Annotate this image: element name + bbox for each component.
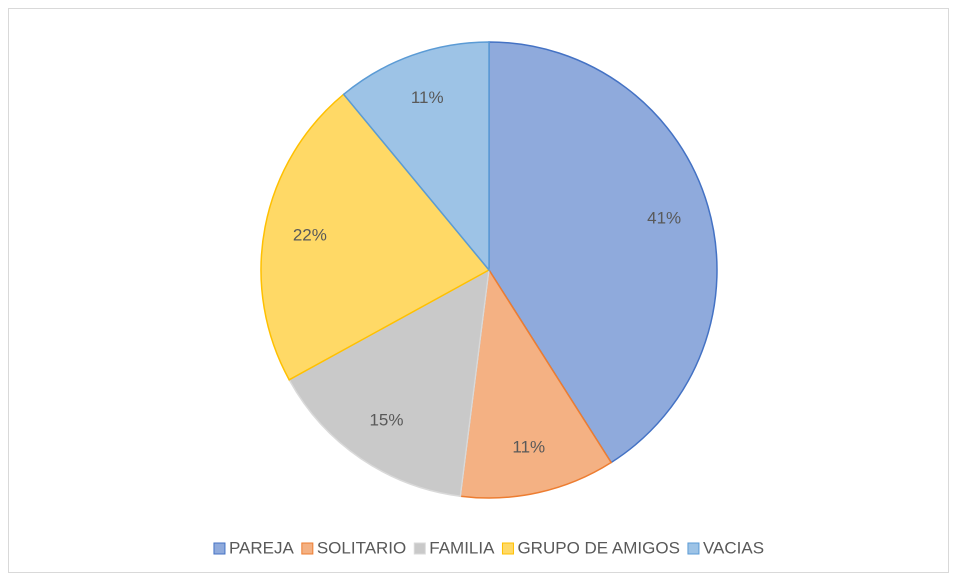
legend-swatch [501,542,514,555]
pie-slice [260,93,491,381]
legend-swatch [301,542,314,555]
legend-label: FAMILIA [429,538,495,557]
legend-label: GRUPO DE AMIGOS [517,538,679,557]
legend-swatch [213,542,226,555]
legend-swatch [687,542,700,555]
legend-label: SOLITARIO [317,538,406,557]
pie-slice [342,41,490,273]
pie-slice [459,267,613,499]
data-label: 41% [647,209,681,228]
pie-slice [288,268,490,498]
legend-label: PAREJA [229,538,295,557]
data-label: 15% [369,410,403,429]
data-label: 22% [293,225,327,244]
legend-label: VACIAS [703,538,764,557]
legend-swatch [413,542,426,555]
data-label: 11% [411,88,444,107]
pie-slice [488,41,718,464]
data-label: 11% [512,437,545,456]
